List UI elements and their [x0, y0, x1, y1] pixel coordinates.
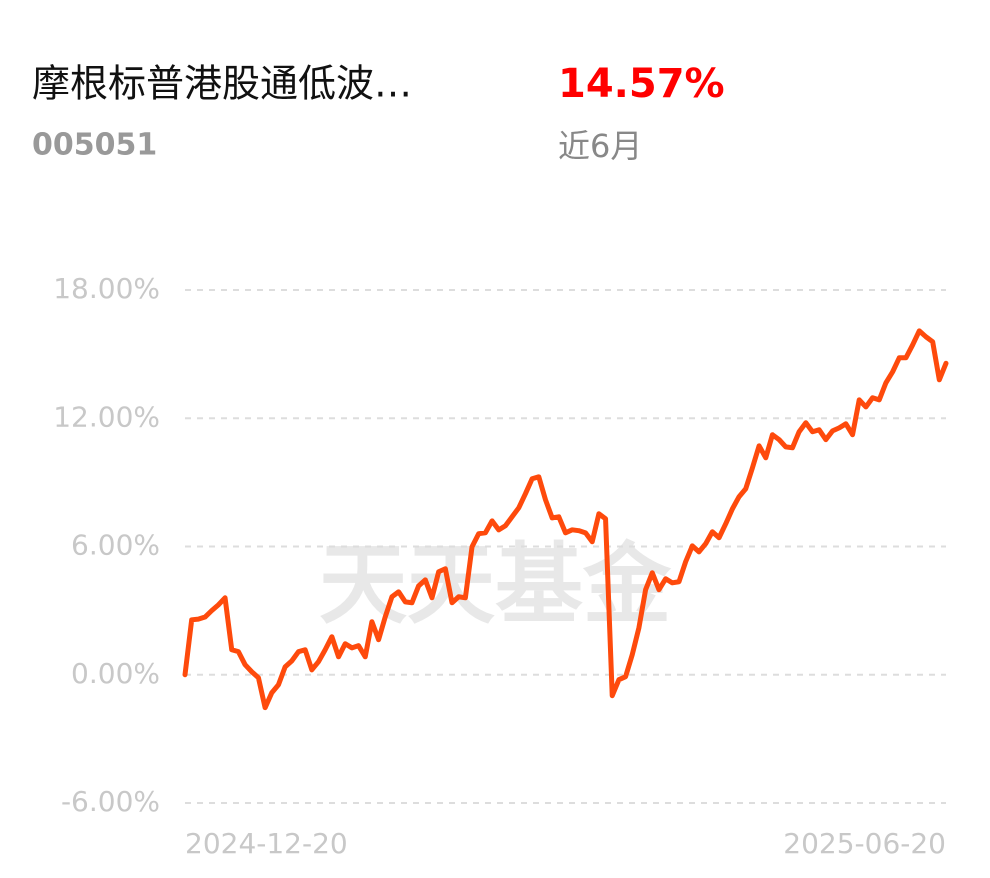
x-tick-label: 2024-12-20: [185, 827, 348, 860]
line-series: [182, 328, 949, 711]
period-label: 近6月: [558, 127, 642, 165]
fund-title: 摩根标普港股通低波…: [32, 62, 412, 106]
y-tick-label: 18.00%: [53, 272, 160, 305]
watermark: 天天基金: [319, 532, 672, 636]
y-tick-label: 0.00%: [71, 657, 160, 690]
fund-code: 005051: [32, 128, 157, 163]
x-tick-label: 2025-06-20: [783, 827, 946, 860]
y-tick-label: -6.00%: [61, 785, 160, 818]
y-tick-label: 6.00%: [71, 529, 160, 562]
y-tick-label: 12.00%: [53, 400, 160, 433]
return-value: 14.57%: [558, 61, 725, 107]
